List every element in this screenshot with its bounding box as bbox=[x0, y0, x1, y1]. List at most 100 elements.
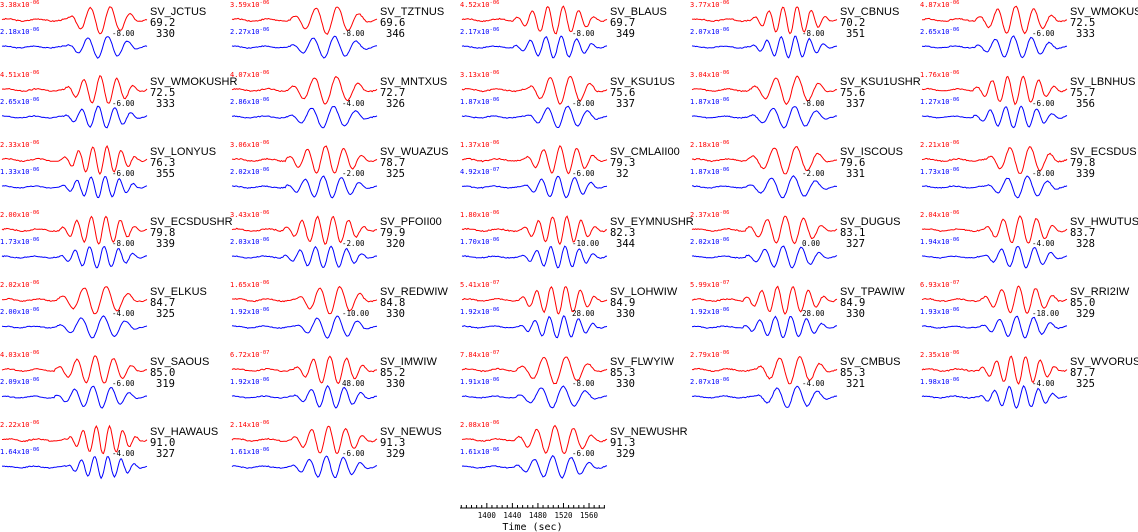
station-distance: 84.9 bbox=[610, 297, 635, 309]
observed-trace bbox=[231, 75, 378, 105]
synthetic-amplitude-label: 1.91x10-06 bbox=[460, 377, 499, 386]
station-name: SV_CMLAII00 bbox=[610, 146, 680, 158]
station-name: SV_TPAWIW bbox=[840, 286, 905, 298]
synthetic-amplitude-label: 1.87x10-06 bbox=[460, 97, 499, 106]
synthetic-amplitude-label: 2.07x10-06 bbox=[690, 27, 729, 36]
observed-trace bbox=[691, 285, 838, 315]
time-shift-label: 28.00 bbox=[802, 309, 825, 318]
time-shift-label: -8.00 bbox=[572, 29, 595, 38]
time-shift-label: -2.00 bbox=[342, 169, 365, 178]
synthetic-amplitude-label: 4.92x10-07 bbox=[460, 167, 499, 176]
synthetic-trace bbox=[231, 175, 378, 199]
station-name: SV_CBNUS bbox=[840, 6, 899, 18]
station-azimuth: 321 bbox=[846, 378, 865, 390]
time-axis-tick-labels: 1400 1440 1480 1520 1560 bbox=[478, 511, 599, 520]
synthetic-trace bbox=[1, 385, 148, 409]
synthetic-amplitude-label: 2.09x10-06 bbox=[0, 377, 39, 386]
synthetic-amplitude-label: 1.73x10-06 bbox=[920, 167, 959, 176]
station-azimuth: 327 bbox=[156, 448, 175, 460]
station-azimuth: 319 bbox=[156, 378, 175, 390]
station-panel: 3.06x10-06 2.02x10-06 -2.00 SV_WUAZUS78.732… bbox=[230, 140, 448, 199]
station-panel: 2.35x10-06 1.98x10-06 -4.00 SV_WVORUS87.732… bbox=[920, 350, 1138, 409]
station-azimuth: 329 bbox=[616, 448, 635, 460]
station-name: SV_JCTUS bbox=[150, 6, 206, 18]
station-azimuth: 356 bbox=[1076, 98, 1095, 110]
station-azimuth: 327 bbox=[846, 238, 865, 250]
observed-trace bbox=[691, 356, 838, 385]
observed-trace bbox=[921, 215, 1068, 244]
synthetic-amplitude-label: 1.92x10-06 bbox=[690, 307, 729, 316]
synthetic-amplitude-label: 1.98x10-06 bbox=[920, 377, 959, 386]
synthetic-trace bbox=[1, 105, 148, 129]
observed-trace bbox=[231, 425, 378, 455]
synthetic-amplitude-label: 2.00x10-06 bbox=[0, 307, 39, 316]
station-panel: 2.04x10-06 1.94x10-06 -4.00 SV_HWUTUS83.732… bbox=[920, 210, 1138, 269]
time-shift-label: -4.00 bbox=[342, 99, 365, 108]
time-shift-label: -2.00 bbox=[802, 169, 825, 178]
station-panel: 1.80x10-06 1.70x10-06 -10.00 SV_EYMNUSHR82.… bbox=[460, 210, 694, 269]
synthetic-trace bbox=[1, 456, 148, 480]
observed-amplitude-label: 2.18x10-06 bbox=[690, 140, 729, 149]
synthetic-trace bbox=[231, 315, 378, 339]
tick-label: 1400 bbox=[478, 511, 497, 520]
station-azimuth: 349 bbox=[616, 28, 635, 40]
synthetic-trace bbox=[1, 246, 147, 269]
observed-amplitude-label: 5.41x10-07 bbox=[460, 280, 499, 289]
synthetic-trace bbox=[921, 105, 1068, 129]
observed-trace bbox=[1, 6, 148, 35]
station-azimuth: 326 bbox=[386, 98, 405, 110]
observed-trace bbox=[461, 424, 608, 454]
station-name: SV_HAWAUS bbox=[150, 426, 218, 438]
observed-trace bbox=[461, 144, 608, 175]
observed-trace bbox=[691, 6, 838, 35]
observed-trace bbox=[921, 146, 1068, 174]
observed-trace bbox=[461, 356, 608, 385]
synthetic-trace bbox=[231, 35, 378, 59]
station-distance: 75.6 bbox=[840, 87, 865, 99]
observed-amplitude-label: 2.33x10-06 bbox=[0, 140, 39, 149]
synthetic-amplitude-label: 2.27x10-06 bbox=[230, 27, 269, 36]
station-azimuth: 330 bbox=[616, 378, 635, 390]
synthetic-trace bbox=[921, 385, 1068, 409]
synthetic-trace bbox=[691, 35, 838, 59]
time-shift-label: -8.00 bbox=[112, 29, 135, 38]
station-distance: 82.3 bbox=[610, 227, 635, 239]
synthetic-amplitude-label: 2.02x10-06 bbox=[230, 167, 269, 176]
station-name: SV_ISCOUS bbox=[840, 146, 903, 158]
station-distance: 85.3 bbox=[610, 367, 635, 379]
time-shift-label: -4.00 bbox=[112, 449, 135, 458]
station-name: SV_KSU1US bbox=[610, 76, 675, 88]
synthetic-amplitude-label: 2.65x10-06 bbox=[0, 97, 39, 106]
station-distance: 84.8 bbox=[380, 297, 405, 309]
observed-amplitude-label: 2.21x10-06 bbox=[920, 140, 959, 149]
station-name: SV_LONYUS bbox=[150, 146, 216, 158]
time-shift-label: -6.00 bbox=[572, 169, 595, 178]
station-panel: 4.87x10-06 2.65x10-06 -6.00 SV_WMOKUS72.533… bbox=[920, 0, 1138, 59]
observed-amplitude-label: 4.07x10-06 bbox=[230, 70, 269, 79]
station-name: SV_NEWUSHR bbox=[610, 426, 688, 438]
station-azimuth: 330 bbox=[386, 378, 405, 390]
observed-trace bbox=[1, 215, 148, 245]
station-name: SV_ECSDUS bbox=[1070, 146, 1137, 158]
station-name: SV_WVORUS bbox=[1070, 356, 1138, 368]
station-panel: 2.22x10-06 1.64x10-06 -4.00 SV_HAWAUS91.032… bbox=[0, 420, 218, 480]
synthetic-amplitude-label: 1.73x10-06 bbox=[0, 237, 39, 246]
station-name: SV_ECSDUSHR bbox=[150, 216, 233, 228]
station-name: SV_ELKUS bbox=[150, 286, 207, 298]
time-shift-label: -6.00 bbox=[1032, 29, 1055, 38]
station-azimuth: 330 bbox=[156, 28, 175, 40]
station-distance: 79.9 bbox=[380, 227, 405, 239]
station-azimuth: 333 bbox=[1076, 28, 1095, 40]
station-distance: 69.6 bbox=[380, 17, 405, 29]
observed-amplitude-label: 2.22x10-06 bbox=[0, 420, 39, 429]
synthetic-amplitude-label: 1.87x10-06 bbox=[690, 167, 729, 176]
time-shift-label: -8.00 bbox=[802, 29, 825, 38]
synthetic-trace bbox=[461, 455, 608, 479]
station-azimuth: 355 bbox=[156, 168, 175, 180]
tick-label: 1520 bbox=[554, 511, 573, 520]
station-panel: 3.43x10-06 2.03x10-06 -2.00 SV_PFOII0079.93… bbox=[230, 210, 442, 268]
station-azimuth: 344 bbox=[616, 238, 635, 250]
station-panel: 7.84x10-07 1.91x10-06 -8.00 SV_FLWYIW85.333… bbox=[460, 350, 675, 409]
